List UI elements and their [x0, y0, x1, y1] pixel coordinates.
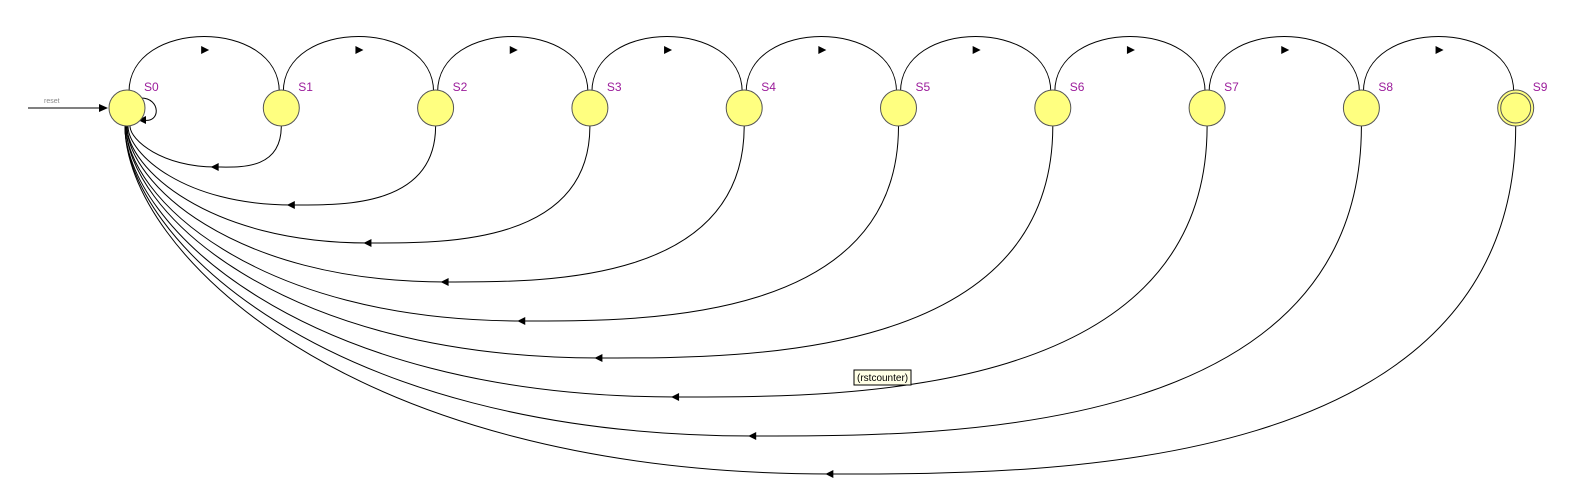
transitions-layer — [124, 36, 1517, 478]
transition-S2-S0 — [127, 125, 437, 206]
state-label-s2: S2 — [453, 80, 468, 94]
state-circle-s5 — [880, 89, 917, 127]
self-loop-arrowhead-S0 — [138, 116, 146, 124]
transition-S7-S0 — [124, 125, 1208, 398]
transition-S3-S4 — [591, 36, 743, 93]
transition-S9-S0 — [124, 125, 1517, 475]
self-loop-S0 — [140, 97, 157, 121]
state-s5[interactable]: S5 — [880, 80, 931, 127]
transition-tooltip: (rstcounter) — [853, 369, 912, 386]
arrowhead-S8-S9 — [1435, 46, 1444, 54]
reset-arrowhead — [99, 104, 108, 112]
tooltip-box — [853, 369, 912, 386]
state-circle-s8 — [1342, 89, 1380, 127]
state-s0[interactable]: S0 — [108, 80, 159, 127]
reset-label: reset — [44, 98, 60, 105]
arrowhead-S1-S2 — [355, 46, 364, 54]
state-circle-s3 — [571, 89, 609, 127]
state-label-s0: S0 — [144, 80, 159, 94]
arrowhead-S2-S3 — [509, 46, 518, 54]
state-s3[interactable]: S3 — [571, 80, 622, 127]
transition-S5-S0 — [125, 125, 899, 322]
state-label-s5: S5 — [916, 80, 931, 94]
arrowhead-S2-S0 — [286, 201, 295, 209]
transition-S8-S9 — [1362, 36, 1515, 93]
arrowhead-S4-S5 — [818, 46, 827, 54]
accept-ring-s9 — [1500, 92, 1532, 124]
state-circle-s4 — [725, 89, 763, 127]
tooltip-text: (rstcounter) — [857, 373, 908, 384]
state-circle-s6 — [1034, 89, 1072, 127]
arrowhead-S8-S0 — [748, 432, 757, 440]
arrowhead-S0-S1 — [201, 46, 210, 54]
arrowhead-S6-S7 — [1126, 46, 1135, 54]
state-circle-s9 — [1497, 89, 1535, 127]
state-s4[interactable]: S4 — [725, 80, 776, 127]
arrowhead-S1-S0 — [210, 163, 219, 171]
transition-S1-S0 — [129, 125, 282, 168]
transition-S3-S0 — [126, 125, 591, 244]
state-s2[interactable]: S2 — [417, 80, 468, 127]
reset-transition: reset — [28, 98, 108, 112]
state-s6[interactable]: S6 — [1034, 80, 1085, 127]
transition-S8-S0 — [124, 125, 1362, 437]
state-s8[interactable]: S8 — [1342, 80, 1393, 127]
arrowhead-S3-S0 — [363, 239, 372, 247]
transition-S6-S7 — [1054, 36, 1206, 93]
state-circle-s0 — [108, 89, 146, 127]
state-label-s6: S6 — [1070, 80, 1085, 94]
state-label-s7: S7 — [1224, 80, 1239, 94]
state-circle-s2 — [417, 89, 455, 127]
transition-S6-S0 — [125, 125, 1054, 359]
arrowhead-S5-S6 — [972, 46, 981, 54]
arrowhead-S5-S0 — [517, 317, 526, 325]
state-circle-s1 — [262, 89, 300, 127]
state-label-s8: S8 — [1378, 80, 1393, 94]
states-layer: S0 S1 S2 S3 S4 S5 S6 S7 S8 S9 — [108, 80, 1548, 127]
state-label-s1: S1 — [298, 80, 313, 94]
arrowhead-S7-S0 — [671, 393, 680, 401]
transition-S4-S5 — [745, 36, 897, 93]
arrowhead-S3-S4 — [664, 46, 673, 54]
arrowhead-S7-S8 — [1281, 46, 1290, 54]
state-label-s9: S9 — [1533, 80, 1548, 94]
arrowhead-S6-S0 — [594, 354, 603, 362]
transition-S1-S2 — [282, 36, 435, 93]
state-s7[interactable]: S7 — [1188, 80, 1239, 127]
state-s1[interactable]: S1 — [262, 80, 313, 127]
transition-S7-S8 — [1208, 36, 1360, 93]
state-label-s4: S4 — [761, 80, 776, 94]
transition-S0-S1 — [128, 36, 280, 93]
arrowhead-S4-S0 — [440, 278, 449, 286]
state-label-s3: S3 — [607, 80, 622, 94]
arrowhead-S9-S0 — [825, 470, 834, 478]
transition-S2-S3 — [437, 36, 589, 93]
state-circle-s7 — [1188, 89, 1226, 127]
transition-S5-S6 — [900, 36, 1052, 93]
state-s9[interactable]: S9 — [1497, 80, 1548, 127]
